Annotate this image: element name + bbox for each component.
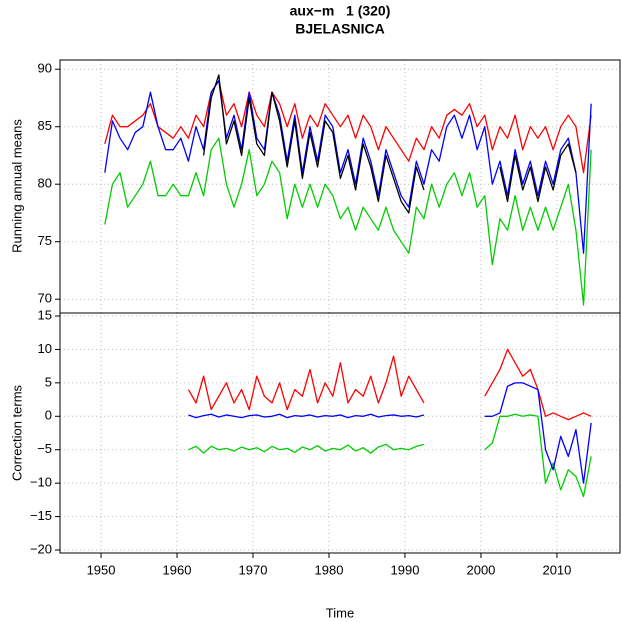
series-line: [202, 74, 577, 214]
plot-frame: [59, 312, 621, 554]
x-tick-label: 1950: [87, 562, 116, 577]
chart-subtitle: BJELASNICA: [295, 21, 384, 37]
series-line: [188, 382, 592, 484]
x-tick-label: 2010: [542, 562, 571, 577]
x-tick-label: 1990: [391, 562, 420, 577]
y-tick-label: 75: [38, 233, 52, 248]
y-tick-label: −10: [30, 475, 52, 490]
series-line: [188, 413, 592, 498]
series-line: [104, 137, 592, 306]
x-axis-label: Time: [326, 605, 354, 620]
y-tick-label: 85: [38, 118, 52, 133]
y-tick-label: 80: [38, 176, 52, 191]
y-axis-label: Correction terms: [9, 384, 24, 481]
y-tick-label: −15: [30, 508, 52, 523]
x-tick-label: 1980: [315, 562, 344, 577]
x-tick-label: 1960: [163, 562, 192, 577]
y-tick-label: 0: [45, 408, 52, 423]
y-axis-label: Running annual means: [9, 119, 24, 253]
y-tick-label: 5: [45, 374, 52, 389]
y-tick-label: 10: [38, 341, 52, 356]
series-line: [104, 80, 592, 174]
chart-title: aux−m 1 (320): [290, 3, 391, 19]
y-tick-label: 90: [38, 61, 52, 76]
y-tick-label: 70: [38, 291, 52, 306]
y-tick-label: 15: [38, 307, 52, 322]
x-tick-label: 1970: [239, 562, 268, 577]
series-line: [187, 348, 592, 421]
y-tick-label: −5: [37, 441, 52, 456]
series-line: [104, 80, 592, 254]
x-tick-label: 2000: [466, 562, 495, 577]
y-tick-label: −20: [30, 541, 52, 556]
